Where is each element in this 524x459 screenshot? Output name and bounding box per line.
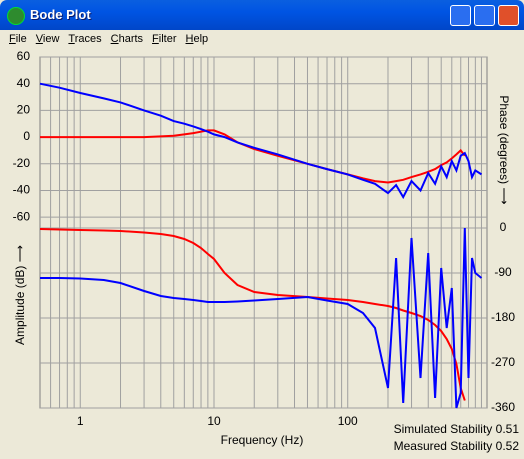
menu-bar: File View Traces Charts Filter Help [0,30,524,48]
y-tick-label: -40 [13,183,31,197]
menu-item[interactable]: File [9,33,27,45]
y2-tick-label: -270 [491,355,515,369]
y-tick-label: 60 [17,49,31,63]
y-tick-label: 0 [23,129,30,143]
menu-item[interactable]: Help [185,33,209,45]
x-tick-label: 1 [77,414,84,428]
x-tick-label: 100 [338,414,358,428]
title-bar: Bode Plot [0,0,524,30]
maximize-button[interactable] [474,5,495,26]
menu-item[interactable]: View [35,33,60,45]
y-tick-label: 20 [17,103,31,117]
x-axis-label: Frequency (Hz) [221,433,304,447]
series-line [39,82,483,200]
window-title: Bode Plot [30,7,91,22]
y2-tick-label: 0 [500,220,507,234]
y-tick-label: -60 [13,209,31,223]
stability-text: Simulated Stability 0.51 [394,422,520,436]
series-line [40,227,483,409]
x-tick-label: 10 [207,414,221,428]
menu-item[interactable]: Charts [110,33,144,45]
series-line [40,129,466,184]
y-tick-label: 40 [17,76,31,90]
menu-item[interactable]: Filter [152,33,177,45]
y2-tick-label: -180 [491,310,515,324]
minimize-button[interactable] [450,5,471,26]
y2-tick-label: -90 [494,265,512,279]
y-tick-label: -20 [13,156,31,170]
menu-item[interactable]: Traces [68,33,102,45]
stability-text: Measured Stability 0.52 [394,439,520,453]
y2-axis-label: Phase (degrees) ⟶ [497,95,511,204]
app-icon [7,7,25,25]
y2-tick-label: -360 [491,400,515,414]
y-axis-label: Amplitude (dB) ⟶ [13,245,27,345]
close-button[interactable] [498,5,519,26]
